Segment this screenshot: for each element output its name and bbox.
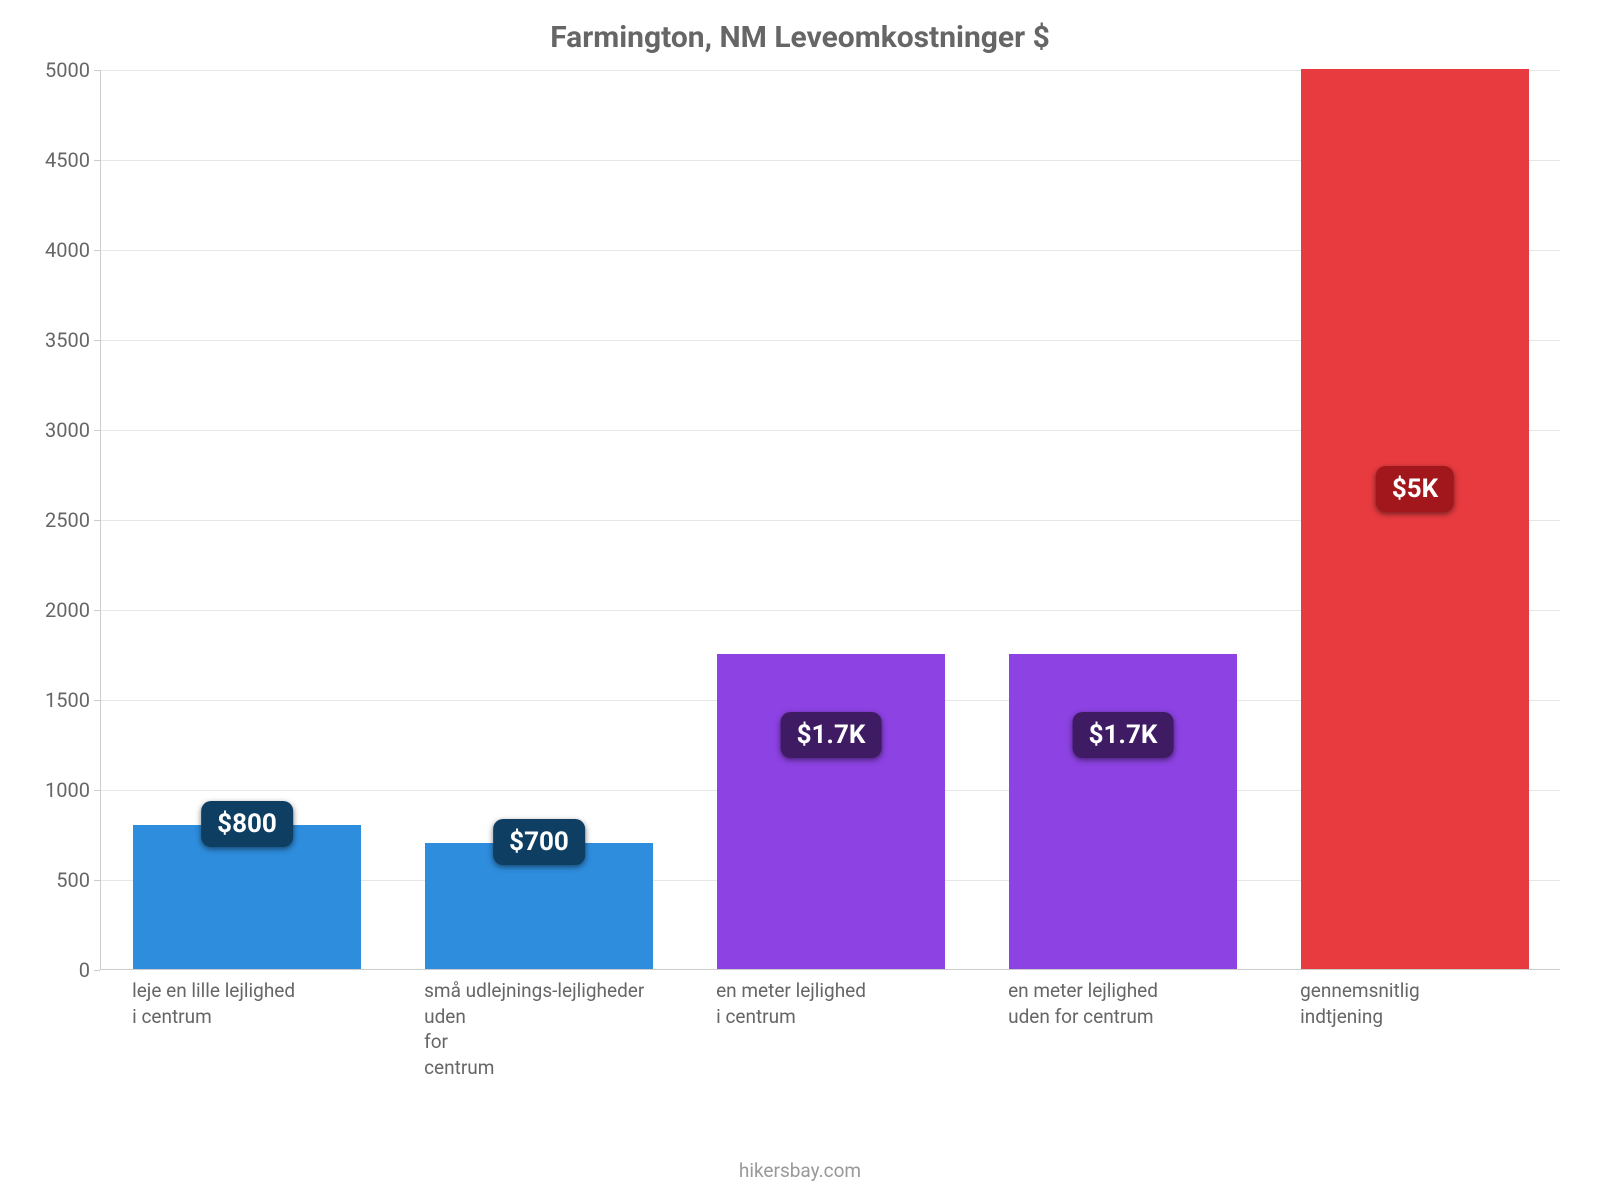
y-tick-label: 3500 [10,328,90,352]
bar-value-label: $800 [201,801,293,847]
y-tick-label: 4500 [10,148,90,172]
x-category-label: en meter lejlighed uden for centrum [1008,978,1236,1029]
bar-value-label: $700 [493,819,585,865]
bar-value-label: $1.7K [781,712,882,758]
x-category-label: gennemsnitlig indtjening [1300,978,1528,1029]
bar-value-label: $1.7K [1073,712,1174,758]
bar [717,654,945,969]
y-tick-mark [94,970,100,971]
x-category-label: små udlejnings-lejligheder uden for cent… [424,978,652,1081]
y-tick-label: 500 [10,868,90,892]
y-tick-label: 4000 [10,238,90,262]
plot-area: $800 $700 $1.7K $1.7K $5K [100,70,1560,970]
y-tick-label: 5000 [10,58,90,82]
chart-title: Farmington, NM Leveomkostninger $ [0,20,1600,55]
y-tick-label: 2500 [10,508,90,532]
x-category-label: en meter lejlighed i centrum [716,978,944,1029]
y-tick-label: 0 [10,958,90,982]
y-tick-label: 2000 [10,598,90,622]
bar [1009,654,1237,969]
y-tick-label: 1500 [10,688,90,712]
chart-footer: hikersbay.com [0,1159,1600,1182]
y-tick-label: 1000 [10,778,90,802]
bar [1301,69,1529,969]
y-tick-label: 3000 [10,418,90,442]
bar-value-label: $5K [1376,466,1454,512]
x-category-label: leje en lille lejlighed i centrum [132,978,360,1029]
chart-container: Farmington, NM Leveomkostninger $ 0 500 10… [0,0,1600,1200]
